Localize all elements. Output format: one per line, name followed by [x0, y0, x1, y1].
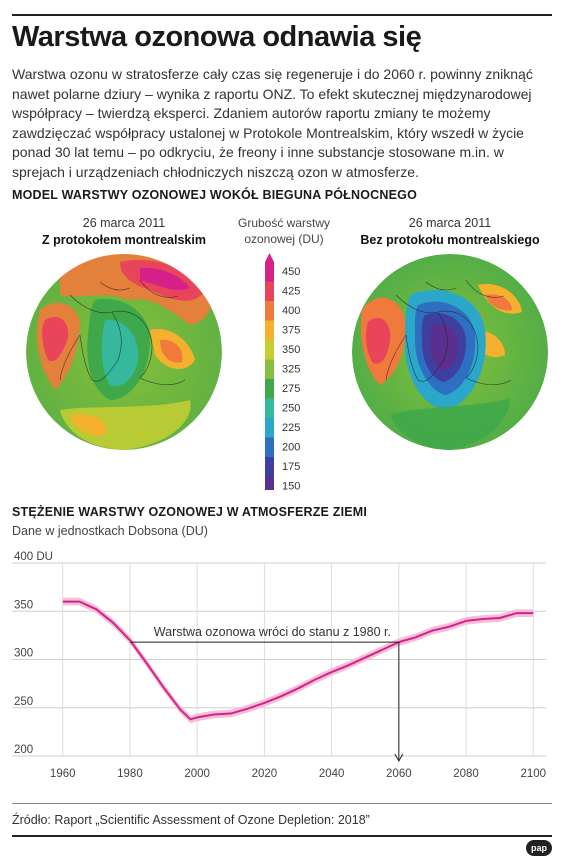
- map-without-protocol: [352, 254, 548, 450]
- x-tick-label: 2100: [520, 768, 546, 780]
- legend-swatch: [265, 457, 274, 477]
- chart-heading: STĘŻENIE WARSTWY OZONOWEJ W ATMOSFERZE Z…: [12, 505, 368, 519]
- map-with-protocol: [26, 254, 222, 450]
- legend-swatch: [265, 320, 274, 340]
- x-tick-label: 1960: [50, 768, 76, 780]
- uncertainty-band-area: [62, 597, 534, 724]
- legend-tick-label: 400: [282, 305, 300, 317]
- pap-logo: pap: [526, 840, 552, 856]
- legend-colorbar: 450 425 400 375 350 325 275 250 225 200 175 150: [265, 253, 300, 490]
- page-title: Warstwa ozonowa odnawia się: [12, 21, 422, 53]
- ozone-line-chart: Warstwa ozonowa wróci do stanu z 1980 r.…: [12, 551, 546, 780]
- legend-tick-label: 175: [282, 461, 300, 473]
- chart-axes: 200 250 300 350 400 DU 1960 1980 2000 2020 2040 20…: [14, 551, 546, 780]
- maps-heading: MODEL WARSTWY OZONOWEJ WOKÓŁ BIEGUNA PÓŁ…: [12, 188, 418, 202]
- legend-swatch: [265, 281, 274, 301]
- annotation-label: Warstwa ozonowa wróci do stanu z 1980 r.: [154, 625, 391, 639]
- chart-grid: [12, 562, 546, 757]
- x-tick-label: 2060: [386, 768, 412, 780]
- ozone-maps: 26 marca 2011 Z protokołem montrealskim …: [26, 216, 548, 490]
- top-rule: [12, 14, 552, 16]
- legend-swatch: [265, 301, 274, 321]
- legend-tick-label: 250: [282, 403, 300, 415]
- left-map-date: 26 marca 2011: [83, 216, 166, 230]
- x-tick-label: 2000: [184, 768, 210, 780]
- legend-tick-label: 425: [282, 286, 300, 298]
- legend-swatch: [265, 340, 274, 360]
- left-map-label: Z protokołem montrealskim: [42, 233, 206, 247]
- x-tick-label: 2040: [319, 768, 345, 780]
- y-tick-label: 200: [14, 744, 33, 756]
- legend-swatch: [265, 262, 274, 282]
- y-tick-label: 300: [14, 648, 33, 660]
- legend-title-line2: ozonowej (DU): [244, 232, 323, 246]
- legend-arrow-top: [265, 253, 274, 262]
- x-tick-label: 1980: [117, 768, 143, 780]
- ozone-line: [62, 600, 534, 721]
- right-map-date: 26 marca 2011: [409, 216, 492, 230]
- x-tick-label: 2020: [252, 768, 278, 780]
- legend-swatch: [265, 437, 274, 457]
- bottom-rule: [12, 803, 552, 804]
- legend-tick-label: 225: [282, 422, 300, 434]
- legend-swatch: [265, 476, 274, 490]
- footer-rule: [12, 835, 552, 837]
- legend-swatch: [265, 359, 274, 379]
- legend-tick-label: 375: [282, 325, 300, 337]
- x-tick-label: 2080: [453, 768, 479, 780]
- uncertainty-band: [62, 597, 534, 724]
- legend-swatch: [265, 379, 274, 399]
- source-note: Źródło: Raport „Scientific Assessment of…: [12, 813, 370, 827]
- y-tick-label: 400 DU: [14, 551, 53, 563]
- legend-tick-label: 150: [282, 481, 300, 491]
- recovery-annotation: Warstwa ozonowa wróci do stanu z 1980 r.: [129, 625, 404, 763]
- chart-subheading: Dane w jednostkach Dobsona (DU): [12, 524, 208, 538]
- legend-tick-label: 200: [282, 442, 300, 454]
- ozone-series-line: [62, 600, 534, 721]
- legend-title-line1: Grubość warstwy: [238, 216, 330, 230]
- y-tick-label: 350: [14, 599, 33, 611]
- y-tick-label: 250: [14, 696, 33, 708]
- legend-swatch: [265, 398, 274, 418]
- intro-paragraph: Warstwa ozonu w stratosferze cały czas s…: [12, 66, 533, 180]
- legend-tick-label: 450: [282, 266, 300, 278]
- legend-swatch: [265, 418, 274, 438]
- annotation-arrowhead: [394, 753, 404, 763]
- legend-tick-label: 275: [282, 383, 300, 395]
- legend-tick-label: 350: [282, 344, 300, 356]
- right-map-label: Bez protokołu montrealskiego: [360, 233, 540, 247]
- legend-tick-label: 325: [282, 364, 300, 376]
